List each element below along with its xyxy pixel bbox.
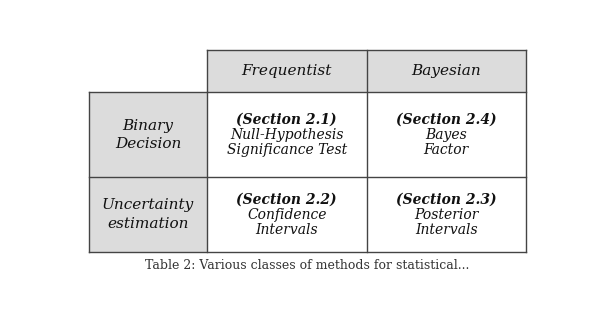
Text: Null-Hypothesis: Null-Hypothesis xyxy=(230,128,343,142)
Bar xyxy=(89,93,207,177)
Text: Bayes: Bayes xyxy=(425,128,467,142)
Text: Bayesian: Bayesian xyxy=(412,64,481,78)
Text: Posterior: Posterior xyxy=(414,208,478,222)
Bar xyxy=(207,177,526,252)
Text: Frequentist: Frequentist xyxy=(242,64,332,78)
Text: (Section 2.1): (Section 2.1) xyxy=(236,113,337,127)
Bar xyxy=(207,93,526,177)
Text: Confidence: Confidence xyxy=(247,208,326,222)
Text: Significance Test: Significance Test xyxy=(227,143,347,157)
Bar xyxy=(89,177,207,252)
Text: Intervals: Intervals xyxy=(415,223,478,237)
Text: Uncertainty
estimation: Uncertainty estimation xyxy=(102,198,194,231)
Text: Table 2: Various classes of methods for statistical...: Table 2: Various classes of methods for … xyxy=(145,258,470,271)
Text: (Section 2.3): (Section 2.3) xyxy=(396,192,497,207)
Text: Factor: Factor xyxy=(424,143,469,157)
Text: (Section 2.4): (Section 2.4) xyxy=(396,113,497,127)
Text: (Section 2.2): (Section 2.2) xyxy=(236,192,337,207)
Bar xyxy=(207,50,526,93)
Text: Binary
Decision: Binary Decision xyxy=(115,119,181,151)
Text: Intervals: Intervals xyxy=(256,223,318,237)
